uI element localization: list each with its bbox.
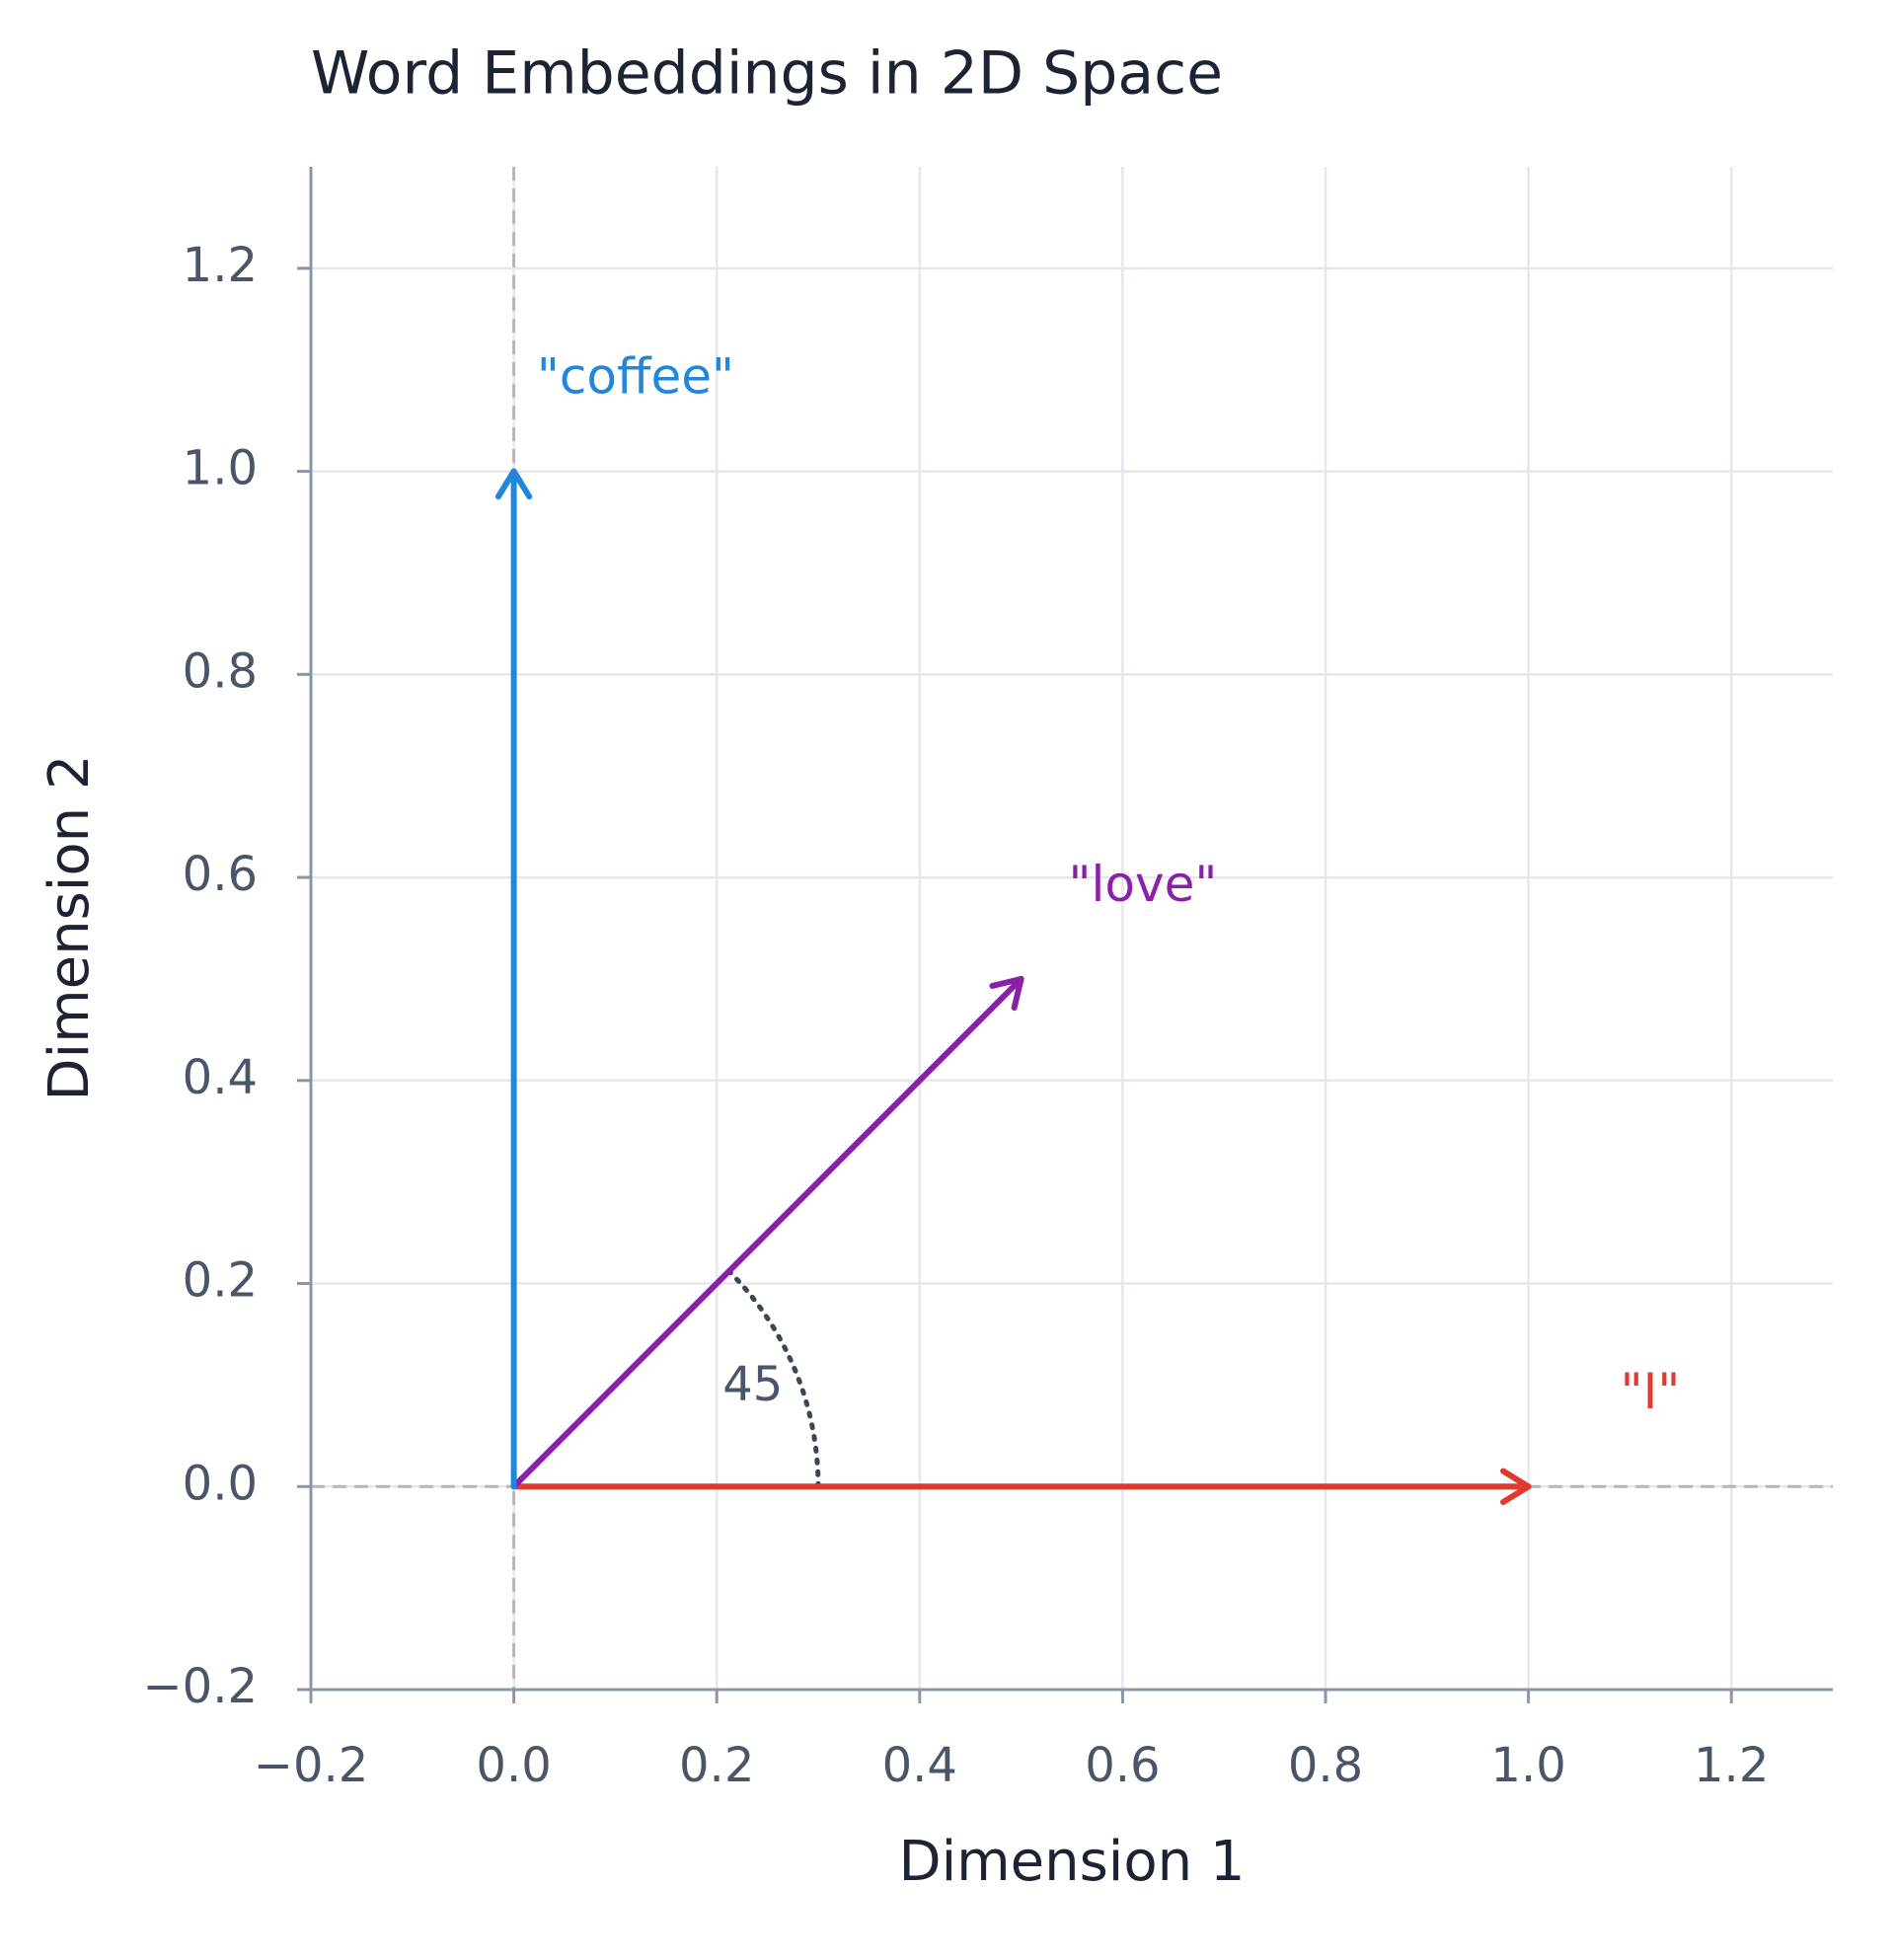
vector-label: "I" (1621, 1363, 1681, 1420)
x-tick-label: 1.0 (1490, 1738, 1565, 1793)
angle-label: 45 (722, 1357, 783, 1412)
y-tick-label: 1.0 (183, 441, 258, 496)
chart-title: Word Embeddings in 2D Space (311, 39, 1223, 109)
y-tick-label: 0.4 (183, 1050, 258, 1105)
x-tick-label: 0.6 (1085, 1738, 1160, 1793)
vector-label: "coffee" (537, 348, 734, 406)
x-tick-label: 0.8 (1288, 1738, 1363, 1793)
y-tick-label: 0.0 (183, 1456, 258, 1511)
y-axis-label: Dimension 2 (38, 754, 102, 1100)
y-tick-label: 0.8 (183, 643, 258, 699)
y-tick-label: 0.2 (183, 1253, 258, 1309)
angle-arc (726, 1268, 821, 1489)
x-tick-label: 0.2 (679, 1738, 754, 1793)
x-tick-label: −0.2 (254, 1738, 369, 1793)
y-tick-label: 0.6 (183, 847, 258, 902)
vector-label: "love" (1069, 856, 1218, 913)
arrow-head (989, 975, 1024, 1012)
y-tick-label: −0.2 (142, 1659, 258, 1714)
y-tick-label: 1.2 (183, 238, 258, 293)
x-axis-label: Dimension 1 (898, 1830, 1245, 1894)
x-tick-label: 0.4 (882, 1738, 957, 1793)
arrow-head (1500, 1468, 1532, 1505)
vector (510, 975, 1024, 1490)
x-tick-label: 0.0 (476, 1738, 551, 1793)
x-tick-label: 1.2 (1694, 1738, 1769, 1793)
arrow-head (494, 468, 533, 500)
